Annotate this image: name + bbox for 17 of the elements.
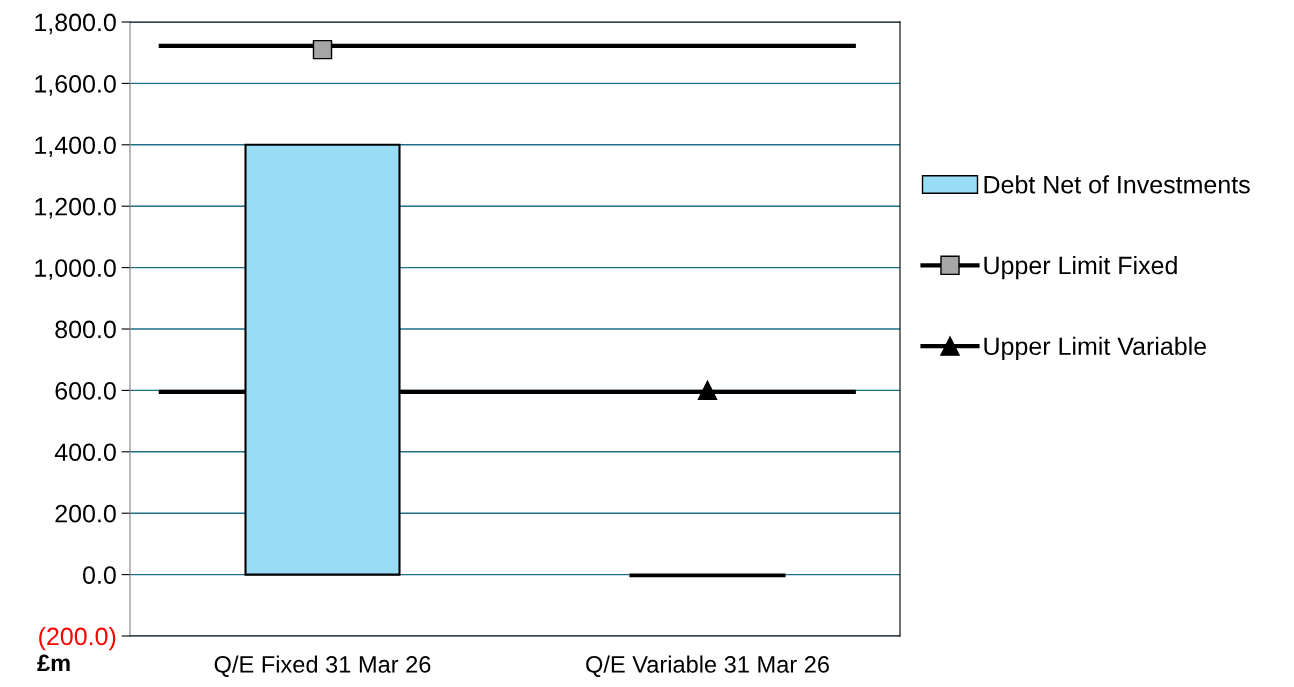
y-tick-label: 1,200.0 (35, 197, 116, 219)
text: £m (37, 654, 70, 672)
x-tick-label: Q/E Variable 31 Mar 26 (586, 655, 829, 678)
y-tick-label: 800.0 (55, 320, 116, 339)
legend-label: Upper Limit Variable (984, 336, 1207, 361)
y-tick-label: (200.0) (39, 626, 116, 651)
x-tick-label: Q/E Fixed 31 Mar 26 (214, 655, 431, 678)
legend-label: Debt Net of Investments (984, 175, 1250, 194)
y-tick-label: 1,600.0 (35, 75, 116, 96)
legend-label: Upper Limit Fixed (984, 255, 1177, 280)
y-tick-label: 600.0 (55, 382, 116, 400)
y-tick-label: 200.0 (55, 504, 116, 523)
y-tick-label: 1,000.0 (35, 259, 116, 280)
y-tick-label: 400.0 (54, 443, 116, 462)
y-tick-label: 0.0 (83, 566, 116, 584)
y-tick-label: 1,400.0 (35, 136, 116, 158)
y-tick-label: 1,800.0 (35, 13, 116, 35)
